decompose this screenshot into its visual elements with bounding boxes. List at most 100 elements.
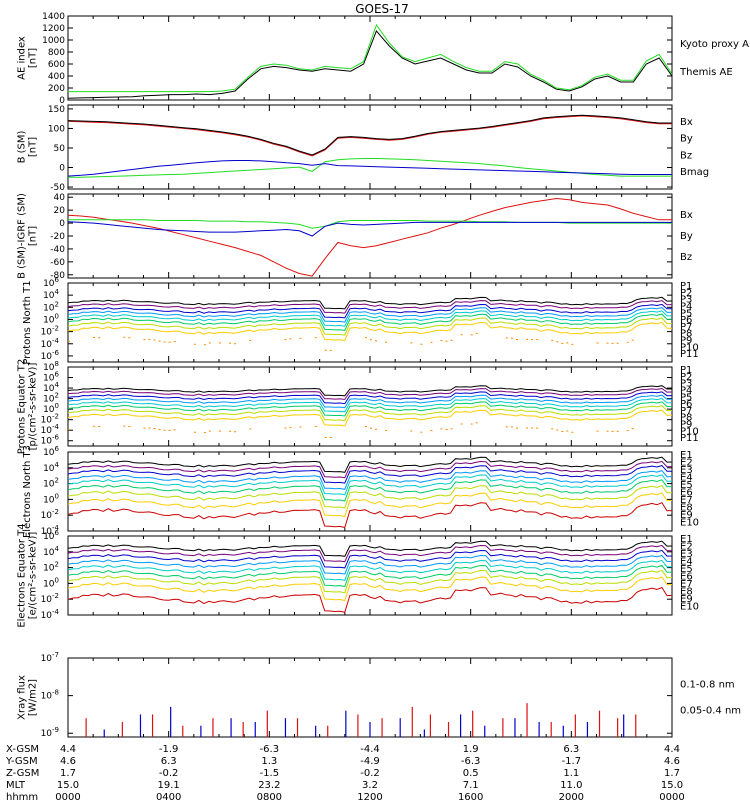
ytick-label: 102 <box>43 477 59 490</box>
footer-row-label: hhmm <box>6 792 38 800</box>
panel-frame <box>67 282 673 363</box>
series-line <box>67 160 672 177</box>
footer-value: -6.3 <box>260 744 280 755</box>
footer-value: -4.9 <box>360 756 380 767</box>
ytick-label: 104 <box>43 381 59 394</box>
y-axis-label: [nT] <box>28 137 39 157</box>
ytick-label: 10-2 <box>41 592 59 605</box>
legend-entry: E7 <box>680 579 693 590</box>
legend-entry: P5 <box>680 308 692 319</box>
legend-entry: P2 <box>680 288 692 299</box>
ytick-label: 106 <box>43 529 59 542</box>
legend-entry: P5 <box>680 392 692 403</box>
footer-value: 4.4 <box>60 744 76 755</box>
y-axis-label: Xray flux <box>17 675 28 720</box>
legend-entry: P2 <box>680 372 692 383</box>
ytick-label: 100 <box>43 402 59 415</box>
series-line <box>67 456 673 473</box>
footer-value: 1600 <box>458 792 483 800</box>
legend-entry: E5 <box>680 480 693 491</box>
series-line <box>67 313 673 331</box>
legend-entry: E1 <box>680 450 693 461</box>
legend-entry: Kyoto proxy AE <box>680 39 750 50</box>
series-line <box>67 300 673 314</box>
ytick-label: 102 <box>43 300 59 313</box>
legend-entry: P3 <box>680 295 692 306</box>
y-axis-label: [p/(cm²-s-sr-keV)] <box>28 363 39 451</box>
legend-entry: P7 <box>680 322 692 333</box>
footer-value: 0800 <box>257 792 282 800</box>
legend-entry: Bmag <box>680 167 709 178</box>
y-axis-label: Protons North T1 <box>22 280 33 364</box>
footer-value: 4.6 <box>60 756 76 767</box>
series-line <box>68 158 672 178</box>
series-line <box>67 586 673 613</box>
series-line <box>67 321 673 342</box>
series-line <box>67 409 673 427</box>
y-axis-label: Protons Equator T2 <box>17 359 28 455</box>
series-line <box>67 470 673 490</box>
legend-entry: E4 <box>680 473 693 484</box>
series-line <box>67 569 673 594</box>
legend-entry: P8 <box>680 413 692 424</box>
legend-entry: E2 <box>680 458 693 469</box>
ytick-label: 106 <box>43 371 59 384</box>
legend-entry: E3 <box>680 465 693 476</box>
footer-value: 0000 <box>55 792 80 800</box>
series-line <box>67 502 673 529</box>
legend-entry: Themis AE <box>679 67 733 78</box>
footer-row-label: MLT <box>6 780 26 791</box>
ytick-label: 0 <box>59 164 65 174</box>
panel-frame <box>67 104 673 190</box>
legend-entry: P1 <box>680 365 692 376</box>
footer-value: 1.3 <box>261 756 277 767</box>
ytick-label: 40 <box>54 193 66 203</box>
ytick-label: 106 <box>43 276 59 289</box>
ytick-label: 104 <box>43 545 59 558</box>
legend-entry: E9 <box>680 594 693 605</box>
ytick-label: 104 <box>43 288 59 301</box>
footer-value: -0.2 <box>360 768 380 779</box>
legend-entry: P6 <box>680 315 692 326</box>
series-line <box>67 303 673 319</box>
legend-entry: P6 <box>680 399 692 410</box>
footer-row-label: X-GSM <box>6 744 39 755</box>
series-line <box>67 544 673 563</box>
footer-value: -1.7 <box>562 756 582 767</box>
footer-value: 19.1 <box>158 780 180 791</box>
ytick-label: 100 <box>43 576 59 589</box>
series-line <box>67 474 673 496</box>
footer-value: -1.9 <box>159 744 179 755</box>
ytick-label: 10-2 <box>41 413 59 426</box>
legend-entry: Bx <box>680 210 693 221</box>
ytick-label: 0 <box>59 96 65 106</box>
ytick-label: 10-9 <box>41 726 59 739</box>
panel-3: Bx By Bz <box>67 193 693 279</box>
legend-entry: P4 <box>680 385 692 396</box>
footer-value: 2000 <box>559 792 584 800</box>
series-line <box>67 465 673 484</box>
legend-entry: P11 <box>680 349 699 360</box>
series-line <box>67 540 673 557</box>
ytick-label: 1400 <box>42 12 65 22</box>
footer-value: 6.3 <box>563 744 579 755</box>
legend-entry: P9 <box>680 336 692 347</box>
ytick-label: -40 <box>50 245 65 255</box>
footer-value: 4.6 <box>664 756 680 767</box>
legend-entry: E8 <box>680 587 693 598</box>
ytick-label: -80 <box>50 271 65 281</box>
footer-value: 6.3 <box>161 756 177 767</box>
legend-entry: By <box>680 134 693 145</box>
legend-entry: P10 <box>680 342 699 353</box>
series-line <box>67 479 673 502</box>
legend-entry: P3 <box>680 379 692 390</box>
ytick-label: 10-4 <box>41 524 60 537</box>
series-line <box>67 576 673 602</box>
footer-value: 1200 <box>357 792 382 800</box>
footer-value: 0400 <box>156 792 181 800</box>
ytick-label: 400 <box>48 72 65 82</box>
ytick-label: 0 <box>59 219 65 229</box>
